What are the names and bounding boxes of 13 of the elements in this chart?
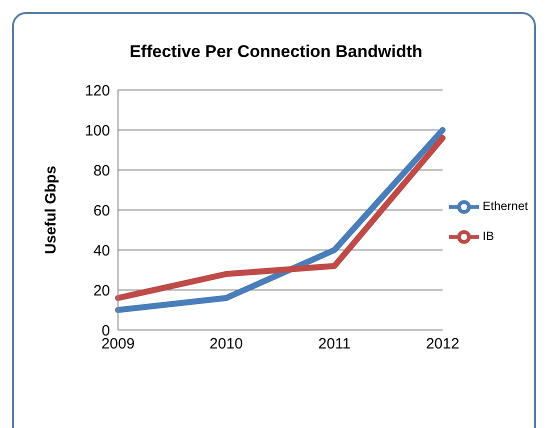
y-tick-label: 40: [93, 242, 110, 260]
y-tick-label: 80: [93, 162, 110, 180]
x-tick-label: 2012: [426, 336, 460, 353]
legend-label: IB: [482, 229, 494, 244]
y-tick-label: 100: [84, 122, 110, 140]
chart-title: Effective Per Connection Bandwidth: [128, 42, 424, 62]
y-tick-label: 20: [93, 282, 110, 300]
x-tick-label: 2010: [210, 336, 243, 353]
y-tick-label: 120: [84, 82, 110, 100]
y-tick-label: 60: [93, 202, 110, 220]
y-axis-title: Useful Gbps: [42, 166, 60, 254]
legend-label: Ethernet: [482, 199, 528, 214]
x-tick-label: 2011: [318, 336, 351, 353]
